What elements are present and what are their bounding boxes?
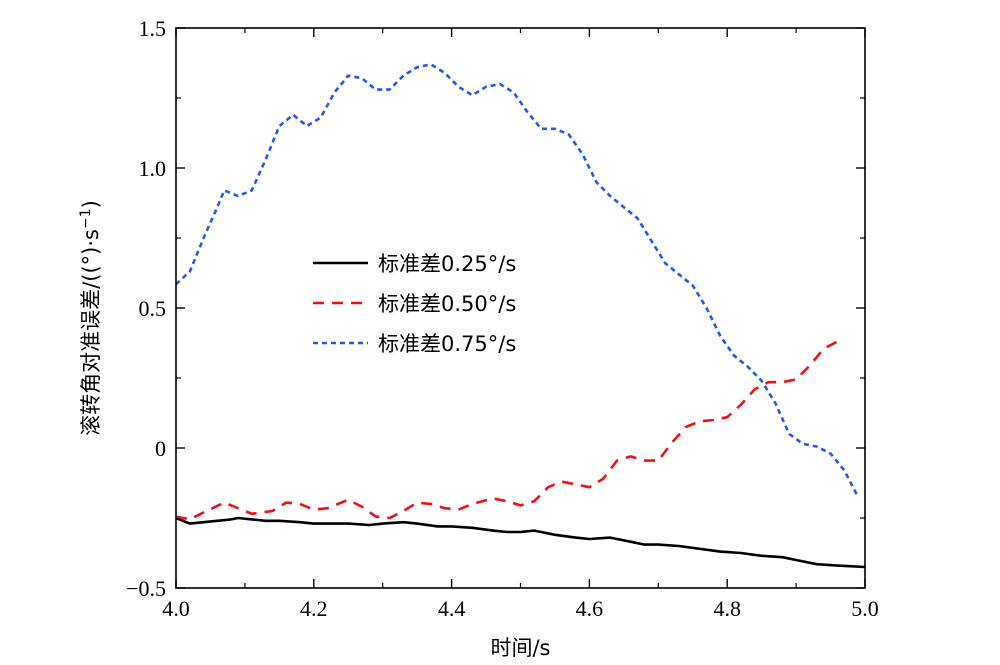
y-tick-label: 1.5	[139, 16, 167, 41]
series-line-0	[175, 516, 866, 569]
tick-labels: 4.0 4.2 4.4 4.6 4.8 5.0 −0.5 0 0.5 1.0 1.5	[126, 16, 879, 621]
plot-frame	[175, 27, 866, 589]
y-axis-title-main: 滚转角对准误差/((°)·s	[79, 229, 103, 436]
y-tick-label: 0	[155, 436, 166, 461]
y-axis-title: 滚转角对准误差/((°)·s−1)	[78, 200, 103, 436]
y-axis-title-superscript: −1	[78, 208, 94, 229]
y-tick-label: 0.5	[139, 296, 167, 321]
legend-label-0: 标准差0.25°/s	[378, 252, 516, 276]
legend-label-2: 标准差0.75°/s	[378, 332, 516, 356]
series-lines	[175, 63, 866, 569]
y-tick-label: 1.0	[139, 156, 167, 181]
x-tick-label: 4.4	[438, 596, 466, 621]
y-axis-title-close: )	[79, 200, 103, 208]
x-tick-label: 5.0	[851, 596, 879, 621]
x-tick-label: 4.8	[713, 596, 741, 621]
legend: 标准差0.25°/s 标准差0.50°/s 标准差0.75°/s	[313, 252, 516, 356]
series-line-2	[175, 63, 860, 498]
x-axis-title: 时间/s	[490, 636, 550, 660]
axis-ticks	[175, 27, 866, 589]
x-tick-label: 4.0	[162, 596, 190, 621]
y-tick-label: −0.5	[126, 576, 166, 601]
legend-label-1: 标准差0.50°/s	[378, 292, 516, 316]
x-tick-label: 4.2	[300, 596, 328, 621]
x-tick-label: 4.6	[576, 596, 604, 621]
series-line-1	[175, 340, 838, 521]
